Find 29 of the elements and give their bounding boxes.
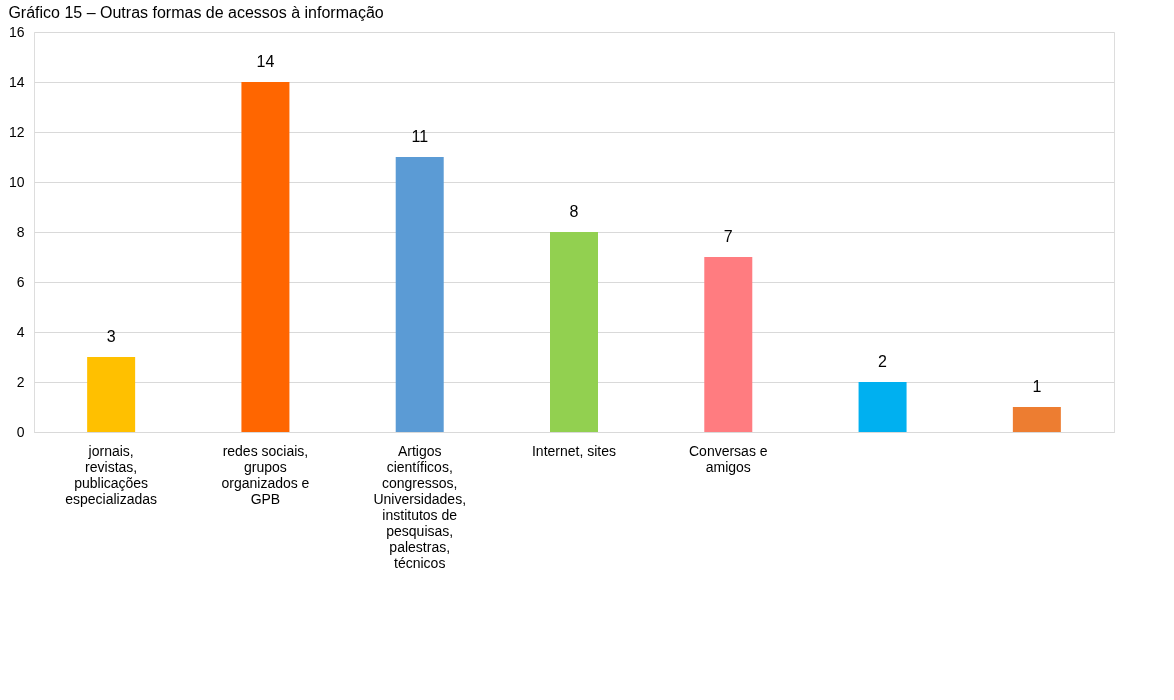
data-label: 2 bbox=[878, 353, 888, 370]
x-tick-label: redes sociais, grupos organizados e GPB bbox=[221, 442, 310, 507]
bar bbox=[395, 157, 444, 432]
y-tick-label: 0 bbox=[16, 423, 25, 440]
data-label: 3 bbox=[106, 328, 116, 345]
x-tick-label: Conversas e amigos bbox=[688, 442, 768, 475]
bar bbox=[1012, 407, 1061, 432]
bar bbox=[87, 357, 136, 432]
data-label: 11 bbox=[411, 128, 429, 145]
y-tick-label: 2 bbox=[16, 373, 25, 390]
data-label: 7 bbox=[723, 228, 733, 245]
x-tick-label: jornais, revistas, publicações especializadas bbox=[65, 442, 158, 507]
bar bbox=[241, 82, 290, 432]
y-tick-label: 8 bbox=[16, 223, 25, 240]
data-label: 14 bbox=[256, 53, 275, 70]
bar bbox=[704, 257, 753, 432]
x-tick-label: Artigos científicos, congressos, Universidades, institutos de pesquisas, palestras, técnicos bbox=[373, 442, 467, 571]
y-tick-label: 4 bbox=[16, 323, 25, 340]
chart-title: Gráfico 15 – Outras formas de acessos à informação bbox=[8, 4, 384, 21]
y-tick-label: 6 bbox=[16, 273, 25, 290]
data-label: 8 bbox=[569, 203, 579, 220]
y-tick-label: 14 bbox=[8, 73, 25, 90]
x-tick-label: Internet, sites bbox=[531, 442, 617, 459]
y-tick-label: 16 bbox=[8, 23, 25, 40]
y-tick-label: 12 bbox=[8, 123, 25, 140]
bar bbox=[550, 232, 598, 432]
bar bbox=[858, 382, 907, 432]
y-tick-label: 10 bbox=[8, 173, 25, 190]
data-label: 1 bbox=[1032, 378, 1042, 395]
